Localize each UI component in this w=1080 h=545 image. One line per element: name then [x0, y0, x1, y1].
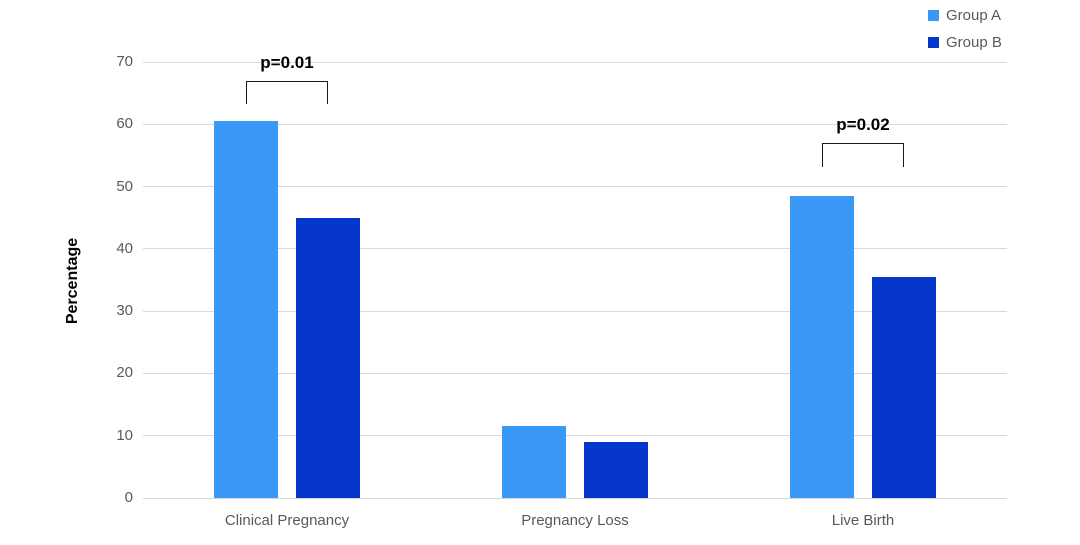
bar-group-b-pregnancy-loss: [584, 441, 648, 498]
legend-item-group-b: Group B: [928, 29, 1002, 56]
bar-group-a-live-birth: [790, 195, 854, 498]
legend-label-group-a: Group A: [946, 7, 1002, 24]
gridline-0: [143, 497, 1007, 499]
y-tick-label-0: 0: [124, 489, 133, 506]
gridline-40: [143, 248, 1007, 250]
legend: Group A Group B: [928, 2, 1002, 56]
y-tick-label-20: 20: [116, 364, 133, 382]
bar-group-a-clinical-pregnancy: [214, 121, 278, 498]
gridline-50: [143, 186, 1007, 188]
x-axis-label-live-birth: Live Birth: [831, 512, 895, 529]
y-tick-label-40: 40: [116, 239, 133, 257]
legend-label-group-b: Group B: [946, 34, 1002, 51]
significance-bracket-clinical-pregnancy: [246, 80, 328, 104]
y-tick-label-10: 10: [116, 426, 133, 444]
p-value-label-clinical-pregnancy: p=0.01: [260, 52, 314, 72]
bar-group-a-pregnancy-loss: [502, 426, 566, 498]
x-axis-label-clinical-pregnancy: Clinical Pregnancy: [224, 512, 350, 529]
gridline-70: [143, 61, 1007, 63]
legend-item-group-a: Group A: [928, 2, 1002, 29]
gridline-20: [143, 372, 1007, 374]
gridline-30: [143, 310, 1007, 312]
y-tick-label-70: 70: [116, 53, 133, 70]
gridline-60: [143, 123, 1007, 125]
bar-group-b-live-birth: [872, 276, 936, 498]
y-tick-label-60: 60: [116, 115, 133, 133]
x-axis-label-pregnancy-loss: Pregnancy Loss: [521, 512, 629, 529]
y-tick-label-30: 30: [116, 302, 133, 320]
legend-swatch-group-a: [928, 10, 939, 21]
significance-bracket-live-birth: [822, 142, 904, 167]
y-tick-label-50: 50: [116, 177, 133, 195]
gridline-10: [143, 435, 1007, 437]
legend-swatch-group-b: [928, 37, 939, 48]
y-axis-title: Percentage: [64, 237, 81, 325]
bar-group-b-clinical-pregnancy: [296, 217, 360, 498]
p-value-label-live-birth: p=0.02: [836, 114, 890, 134]
